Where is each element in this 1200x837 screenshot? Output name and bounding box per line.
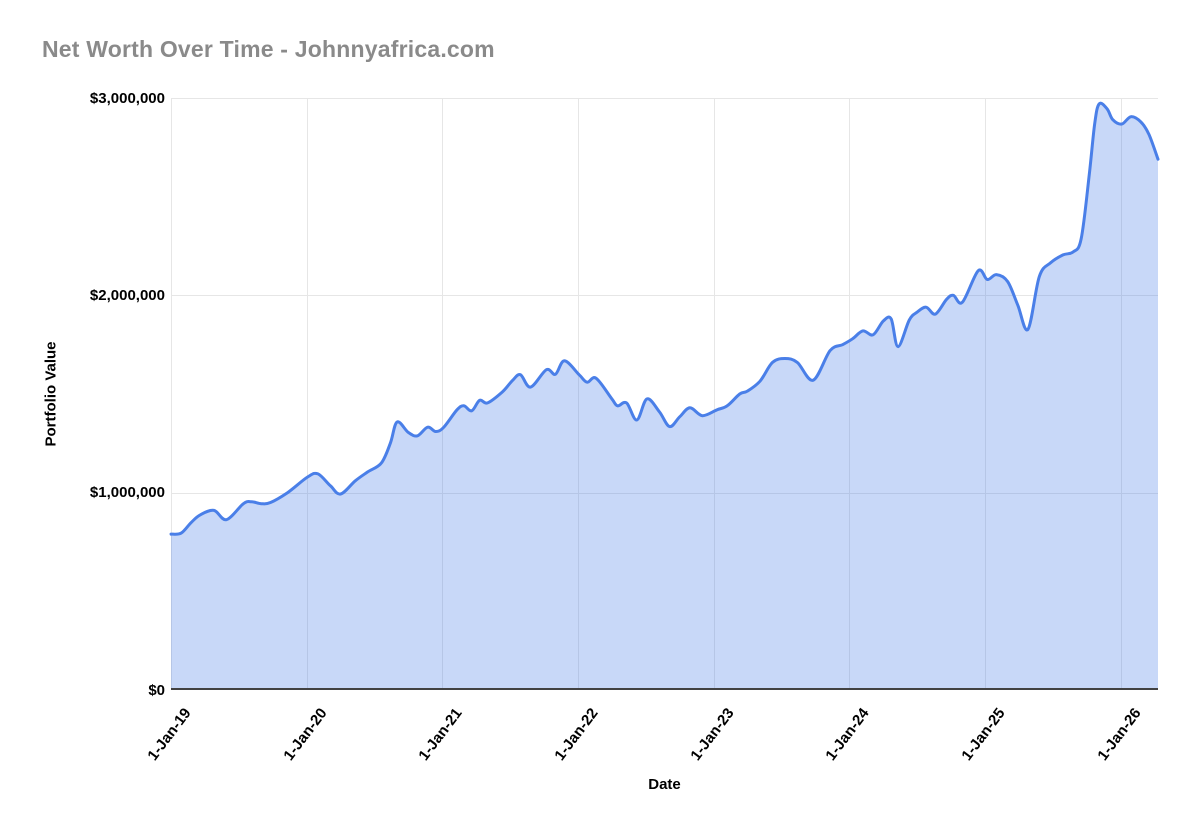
x-tick-label: 1-Jan-19 (144, 705, 195, 764)
y-axis-title: Portfolio Value (42, 341, 60, 447)
x-tick-label: 1-Jan-24 (822, 705, 873, 764)
x-tick-label: 1-Jan-26 (1094, 705, 1145, 764)
chart-title: Net Worth Over Time - Johnnyafrica.com (42, 36, 495, 62)
plot-area (169, 98, 1160, 690)
x-tick-label: 1-Jan-21 (415, 705, 466, 764)
x-tick-label: 1-Jan-23 (687, 705, 738, 764)
x-tick-label: 1-Jan-22 (551, 705, 602, 764)
portfolio-area-fill (171, 103, 1158, 690)
y-tick-label: $0 (148, 681, 165, 699)
x-tick-label: 1-Jan-25 (958, 705, 1009, 764)
x-axis-title: Date (648, 776, 681, 793)
networth-area-chart (169, 98, 1160, 690)
portfolio-value-line (169, 101, 1160, 536)
y-tick-label: $1,000,000 (89, 484, 165, 502)
y-tick-label: $3,000,000 (89, 89, 165, 107)
x-tick-label: 1-Jan-20 (280, 705, 331, 764)
y-tick-label: $2,000,000 (89, 286, 165, 304)
